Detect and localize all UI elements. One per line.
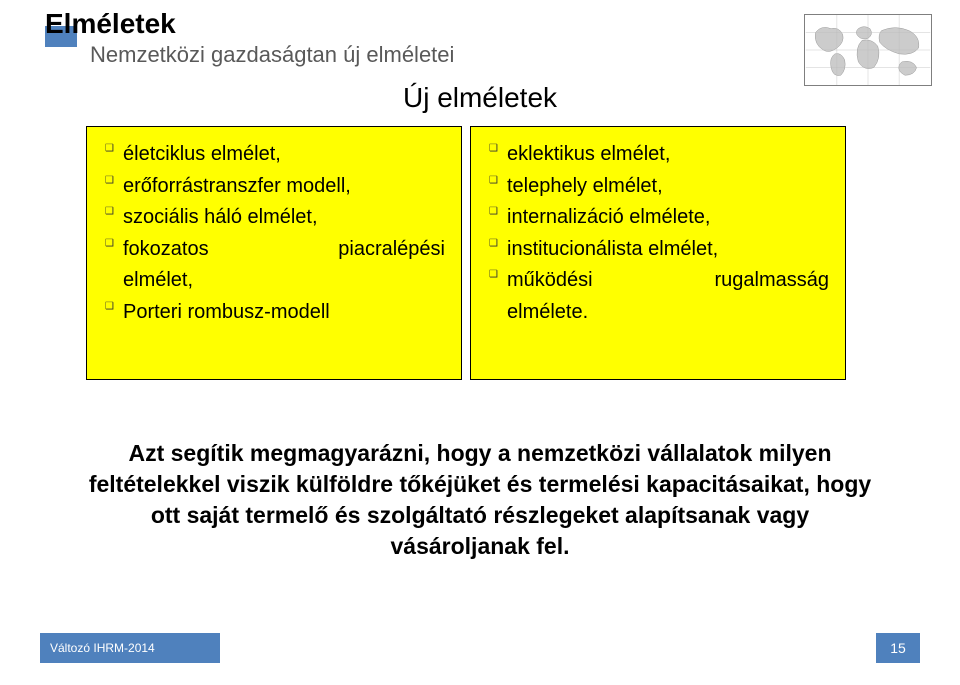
footer-label: Változó IHRM-2014 [50, 641, 155, 655]
page-subtitle: Nemzetközi gazdaságtan új elméletei [90, 42, 454, 68]
world-map-icon [804, 14, 932, 86]
list-item: eklektikus elmélet, [489, 139, 829, 171]
list-item: internalizáció elmélete, [489, 202, 829, 234]
left-theory-box: életciklus elmélet, erőforrástranszfer m… [86, 126, 462, 380]
right-theory-box: eklektikus elmélet, telephely elmélet, i… [470, 126, 846, 380]
list-item: institucionálista elmélet, [489, 234, 829, 266]
list-item: működési rugalmasság elmélete. [489, 265, 829, 328]
slide: Elméletek Nemzetközi gazdaságtan új elmé… [0, 0, 960, 685]
list-item: erőforrástranszfer modell, [105, 171, 445, 203]
list-item-text: rugalmasság [714, 265, 829, 297]
list-item-text: működési [507, 265, 593, 297]
list-item-text: piacralépési [338, 234, 445, 266]
columns: életciklus elmélet, erőforrástranszfer m… [86, 126, 846, 380]
page-number: 15 [876, 633, 920, 663]
list-item: Porteri rombusz-modell [105, 297, 445, 329]
list-item: telephely elmélet, [489, 171, 829, 203]
footer-bar: Változó IHRM-2014 [40, 633, 220, 663]
page-title: Elméletek [45, 8, 176, 40]
explanation-text: Azt segítik megmagyarázni, hogy a nemzet… [80, 438, 880, 562]
list-item: szociális háló elmélet, [105, 202, 445, 234]
list-item-text: fokozatos [123, 234, 209, 266]
list-item: fokozatos piacralépési elmélet, [105, 234, 445, 297]
section-heading: Új elméletek [0, 82, 960, 114]
list-item: életciklus elmélet, [105, 139, 445, 171]
